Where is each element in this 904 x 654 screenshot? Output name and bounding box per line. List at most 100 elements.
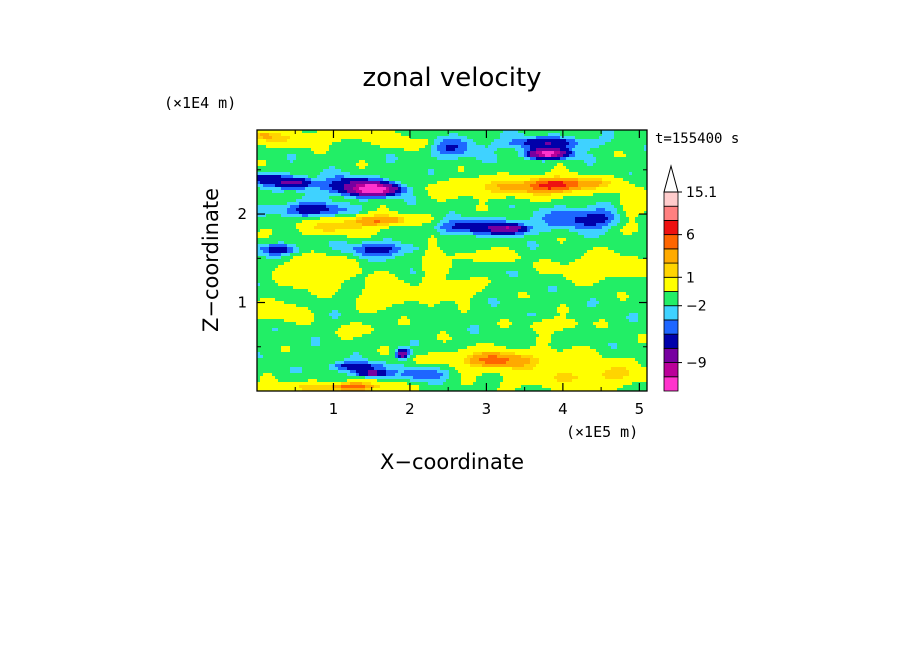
contour-cell (392, 217, 396, 221)
contour-cell (269, 145, 273, 149)
contour-cell (455, 133, 459, 137)
contour-cell (485, 211, 489, 215)
contour-cell (398, 178, 402, 182)
contour-cell (467, 151, 471, 155)
contour-cell (545, 211, 549, 215)
contour-cell (530, 211, 534, 215)
contour-cell (461, 142, 465, 146)
contour-cell (368, 154, 372, 158)
contour-cell (353, 145, 357, 149)
contour-cell (641, 136, 645, 140)
contour-cell (365, 163, 369, 167)
contour-cell (620, 169, 624, 173)
contour-cell (395, 196, 399, 200)
contour-cell (608, 190, 612, 194)
contour-cell (494, 136, 498, 140)
contour-cell (377, 208, 381, 212)
contour-cell (392, 130, 396, 134)
contour-cell (425, 211, 429, 215)
contour-cell (410, 157, 414, 161)
contour-cell (572, 178, 576, 182)
contour-cell (338, 190, 342, 194)
contour-cell (569, 157, 573, 161)
contour-cell (296, 175, 300, 179)
contour-cell (482, 160, 486, 164)
contour-cell (269, 193, 273, 197)
contour-cell (452, 190, 456, 194)
contour-cell (473, 172, 477, 176)
contour-cell (497, 172, 501, 176)
contour-cell (539, 139, 543, 143)
contour-cell (548, 199, 552, 203)
contour-cell (413, 133, 417, 137)
contour-cell (503, 157, 507, 161)
contour-cell (614, 145, 618, 149)
contour-cell (350, 214, 354, 218)
contour-cell (446, 148, 450, 152)
contour-cell (635, 166, 639, 170)
contour-cell (395, 154, 399, 158)
contour-cell (290, 169, 294, 173)
contour-cell (539, 208, 543, 212)
contour-cell (587, 142, 591, 146)
contour-cell (635, 160, 639, 164)
contour-cell (437, 145, 441, 149)
contour-cell (347, 211, 351, 215)
contour-cell (434, 148, 438, 152)
contour-cell (509, 175, 513, 179)
contour-cell (284, 157, 288, 161)
contour-cell (596, 187, 600, 191)
contour-cell (278, 151, 282, 155)
contour-cell (428, 157, 432, 161)
contour-cell (476, 187, 480, 191)
contour-cell (617, 130, 621, 134)
contour-cell (443, 178, 447, 182)
contour-cell (413, 202, 417, 206)
contour-cell (398, 160, 402, 164)
contour-cell (458, 178, 462, 182)
contour-cell (458, 202, 462, 206)
contour-cell (389, 190, 393, 194)
contour-cell (635, 151, 639, 155)
contour-cell (329, 175, 333, 179)
contour-cell (287, 157, 291, 161)
contour-cell (293, 214, 297, 218)
contour-cell (563, 217, 567, 221)
contour-cell (395, 217, 399, 221)
contour-cell (554, 145, 558, 149)
contour-cell (317, 208, 321, 212)
contour-cell (557, 181, 561, 185)
contour-cell (608, 133, 612, 137)
contour-cell (644, 211, 647, 215)
contour-cell (608, 175, 612, 179)
contour-cell (620, 136, 624, 140)
contour-cell (317, 154, 321, 158)
contour-cell (521, 142, 525, 146)
contour-cell (323, 154, 327, 158)
contour-cell (611, 154, 615, 158)
contour-cell (485, 172, 489, 176)
contour-cell (479, 154, 483, 158)
contour-cell (611, 205, 615, 209)
contour-cell (335, 154, 339, 158)
contour-cell (521, 190, 525, 194)
contour-cell (515, 145, 519, 149)
contour-cell (455, 208, 459, 212)
contour-cell (509, 163, 513, 167)
contour-cell (470, 133, 474, 137)
contour-cell (377, 175, 381, 179)
contour-cell (389, 178, 393, 182)
contour-cell (323, 175, 327, 179)
contour-cell (308, 214, 312, 218)
contour-cell (620, 139, 624, 143)
contour-cell (530, 166, 534, 170)
contour-cell (632, 211, 636, 215)
contour-cell (476, 139, 480, 143)
contour-cell (524, 130, 528, 134)
contour-cell (503, 178, 507, 182)
contour-cell (464, 199, 468, 203)
contour-cell (257, 145, 261, 149)
contour-cell (362, 139, 366, 143)
contour-cell (587, 187, 591, 191)
contour-cell (425, 190, 429, 194)
